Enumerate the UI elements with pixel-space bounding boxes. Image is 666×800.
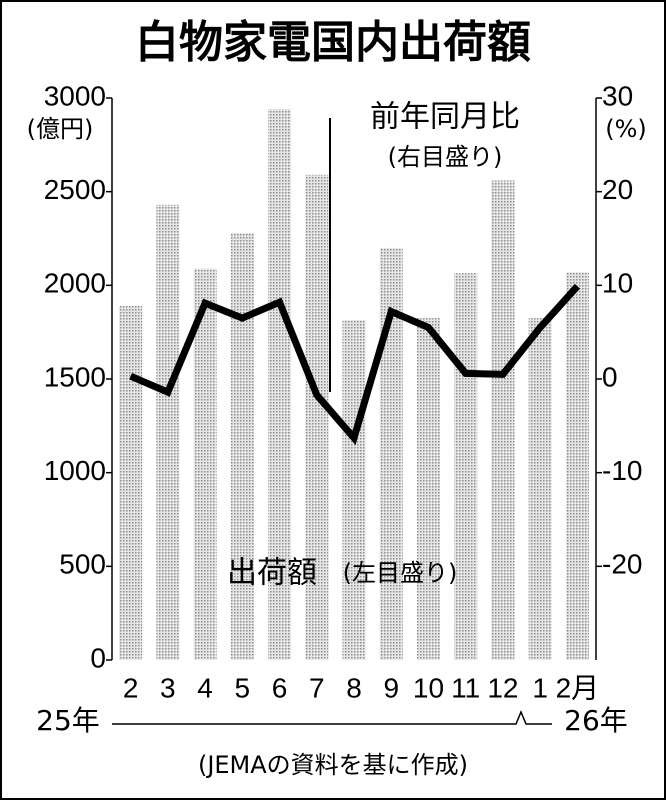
y2-tick-label: 0 [602, 361, 618, 392]
bar-label: 出荷額 [227, 556, 317, 591]
y-tick-label: 0 [90, 642, 106, 673]
x-tick-label: 8 [346, 672, 362, 703]
x-tick-label: 9 [383, 672, 399, 703]
y-tick-label: 1500 [44, 361, 106, 392]
x-tick-label: 3 [160, 672, 176, 703]
bar [528, 318, 552, 660]
x-tick-label: 7 [309, 672, 325, 703]
bar [156, 204, 180, 660]
y2-tick-label: 20 [602, 174, 633, 205]
x-tick-label: 11 [451, 672, 480, 703]
y-tick-label: 1000 [44, 455, 106, 486]
bar-note: (左目盛り) [343, 559, 458, 587]
bar [491, 180, 515, 660]
line-note: (右目盛り) [388, 143, 503, 171]
x-tick-label: 10 [413, 672, 444, 703]
y-tick-label: 500 [59, 549, 106, 580]
source: (JEMAの資料を基に作成) [198, 751, 468, 779]
bar [119, 305, 143, 660]
year-end: 26年 [564, 704, 628, 737]
y-tick-label: 2500 [44, 174, 106, 205]
line [129, 283, 580, 446]
bar [193, 268, 217, 660]
year-start: 25年 [36, 704, 100, 737]
plot: 0 500 1000 1500 2000 2500 3000 -20 -10 0 10 20 30 2 3 4… [44, 80, 643, 703]
bar [230, 232, 254, 660]
left-unit: (億円) [27, 115, 94, 143]
x-tick-label: 2 [123, 672, 139, 703]
y2-tick-label: -20 [602, 549, 642, 580]
y-tick-label: 2000 [44, 268, 106, 299]
bar [454, 273, 478, 660]
y2-tick-label: -10 [602, 455, 642, 486]
bar [342, 319, 366, 660]
bar [565, 272, 589, 660]
right-unit: (%) [605, 115, 647, 143]
year-divider [112, 710, 552, 725]
line-label: 前年同月比 [370, 100, 520, 135]
y2-tick-label: 30 [602, 80, 633, 111]
y2-tick-label: 10 [602, 268, 633, 299]
x-tick-label: 4 [197, 672, 213, 703]
x-tick-label: 12 [487, 672, 518, 703]
bar [267, 109, 292, 661]
x-tick-label: 1 [532, 672, 548, 703]
bar [305, 174, 329, 660]
y-tick-label: 3000 [44, 80, 106, 111]
x-tick-label: 6 [272, 672, 288, 703]
bar [379, 247, 403, 660]
x-tick-label: 2月 [556, 672, 600, 703]
bar [416, 318, 441, 660]
x-tick-label: 5 [235, 672, 251, 703]
chart-title: 白物家電国内出荷額 [135, 17, 531, 68]
